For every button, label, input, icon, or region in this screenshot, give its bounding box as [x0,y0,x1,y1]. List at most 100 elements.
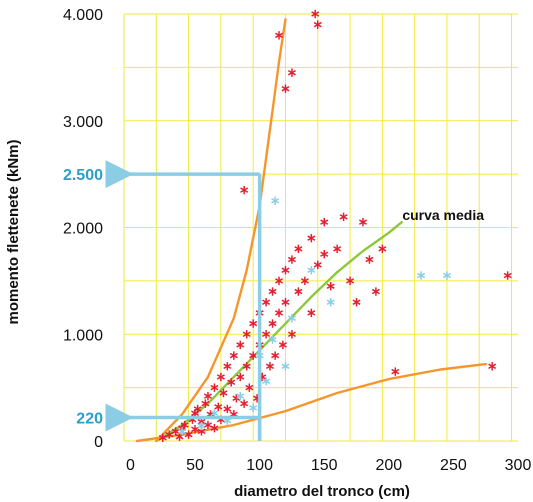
data-point [240,185,249,195]
data-point-stroke [216,374,225,380]
data-point [271,351,280,360]
data-point [300,276,309,286]
data-point [191,425,200,434]
x-tick-label: 100 [246,457,273,474]
data-point [242,330,251,339]
data-point [275,308,284,318]
data-point-stroke [313,21,322,28]
data-point-stroke [210,425,219,431]
data-point-stroke [268,336,277,343]
data-point [214,402,223,412]
data-point-stroke [365,256,374,263]
x-axis-title: diametro del tronco (cm) [234,483,410,500]
data-point-stroke [158,435,167,441]
data-point-stroke [242,331,251,337]
data-point [236,340,245,350]
data-point-stroke [391,368,400,375]
data-point-stroke [300,278,309,284]
data-point-stroke [214,404,223,410]
data-point-stroke [352,299,361,305]
data-point [294,287,303,296]
data-point-stroke [193,406,202,412]
data-point-stroke [223,417,232,424]
data-point-stroke [245,384,254,391]
data-point-stroke [219,390,228,396]
callout-value-label: 2.500 [63,167,103,184]
data-point [287,255,296,264]
data-point-stroke [249,405,258,411]
data-point [333,244,342,254]
x-tick-label: 250 [440,457,467,474]
data-point [171,427,180,436]
data-point [223,404,232,414]
data-point-stroke [281,363,290,370]
data-point [201,399,210,408]
data-point [180,420,189,430]
data-point-stroke [503,272,512,279]
data-point-stroke [268,320,277,327]
y-tick-label: 4.000 [63,7,103,24]
data-point [249,319,258,328]
callout-value-label: 220 [76,411,103,428]
data-point [287,314,296,323]
data-point [371,287,380,296]
data-point-stroke [333,246,342,252]
data-point-stroke [223,406,232,412]
data-point [236,391,245,401]
data-point [313,260,322,270]
data-point-stroke [294,288,303,295]
data-point-stroke [294,246,303,252]
data-point-stroke [358,219,367,225]
data-point [326,282,335,291]
data-point [294,244,303,254]
data-point-stroke [311,11,320,17]
data-point [178,427,187,436]
data-point-stroke [271,198,280,204]
x-tick-label: 300 [505,457,532,474]
data-point-stroke [171,428,180,435]
data-point-stroke [203,393,212,399]
data-point [262,298,271,307]
data-point-stroke [313,262,322,268]
data-point [391,367,400,376]
data-point [326,298,335,307]
data-point-stroke [275,310,284,316]
data-point-stroke [278,342,287,348]
curve-media-line [155,221,403,443]
data-point [320,217,329,227]
data-point [275,276,284,286]
data-point [210,383,219,392]
x-tick-label: 50 [186,457,204,474]
data-point [268,287,277,296]
data-point [503,271,512,280]
data-point-stroke [229,411,238,418]
data-point-stroke [307,310,316,316]
data-point-stroke [180,422,189,428]
data-point [365,255,374,264]
data-point [339,212,348,222]
curve-label: curva media [402,207,484,223]
data-point [311,9,320,19]
data-point [313,20,322,29]
data-point [216,372,225,382]
data-point-stroke [326,283,335,289]
data-point-stroke [197,419,206,425]
data-point-stroke [488,363,497,370]
data-point-stroke [262,331,271,337]
data-point [417,271,426,280]
data-point [184,430,193,439]
data-point [262,377,271,386]
tick-labels: 0 50 100 150 200 250 300 0 1.000 2.000 3.000 4.000 [63,7,531,474]
data-point [193,404,202,414]
data-point [307,308,316,318]
data-point-stroke [223,363,232,370]
data-point [378,244,387,254]
data-point [197,421,206,431]
data-point [165,430,174,439]
data-point-stroke [262,378,271,384]
data-point-stroke [197,423,206,429]
data-point-stroke [268,288,277,295]
data-point-stroke [210,410,219,416]
data-point [278,340,287,350]
data-point-stroke [307,267,316,273]
